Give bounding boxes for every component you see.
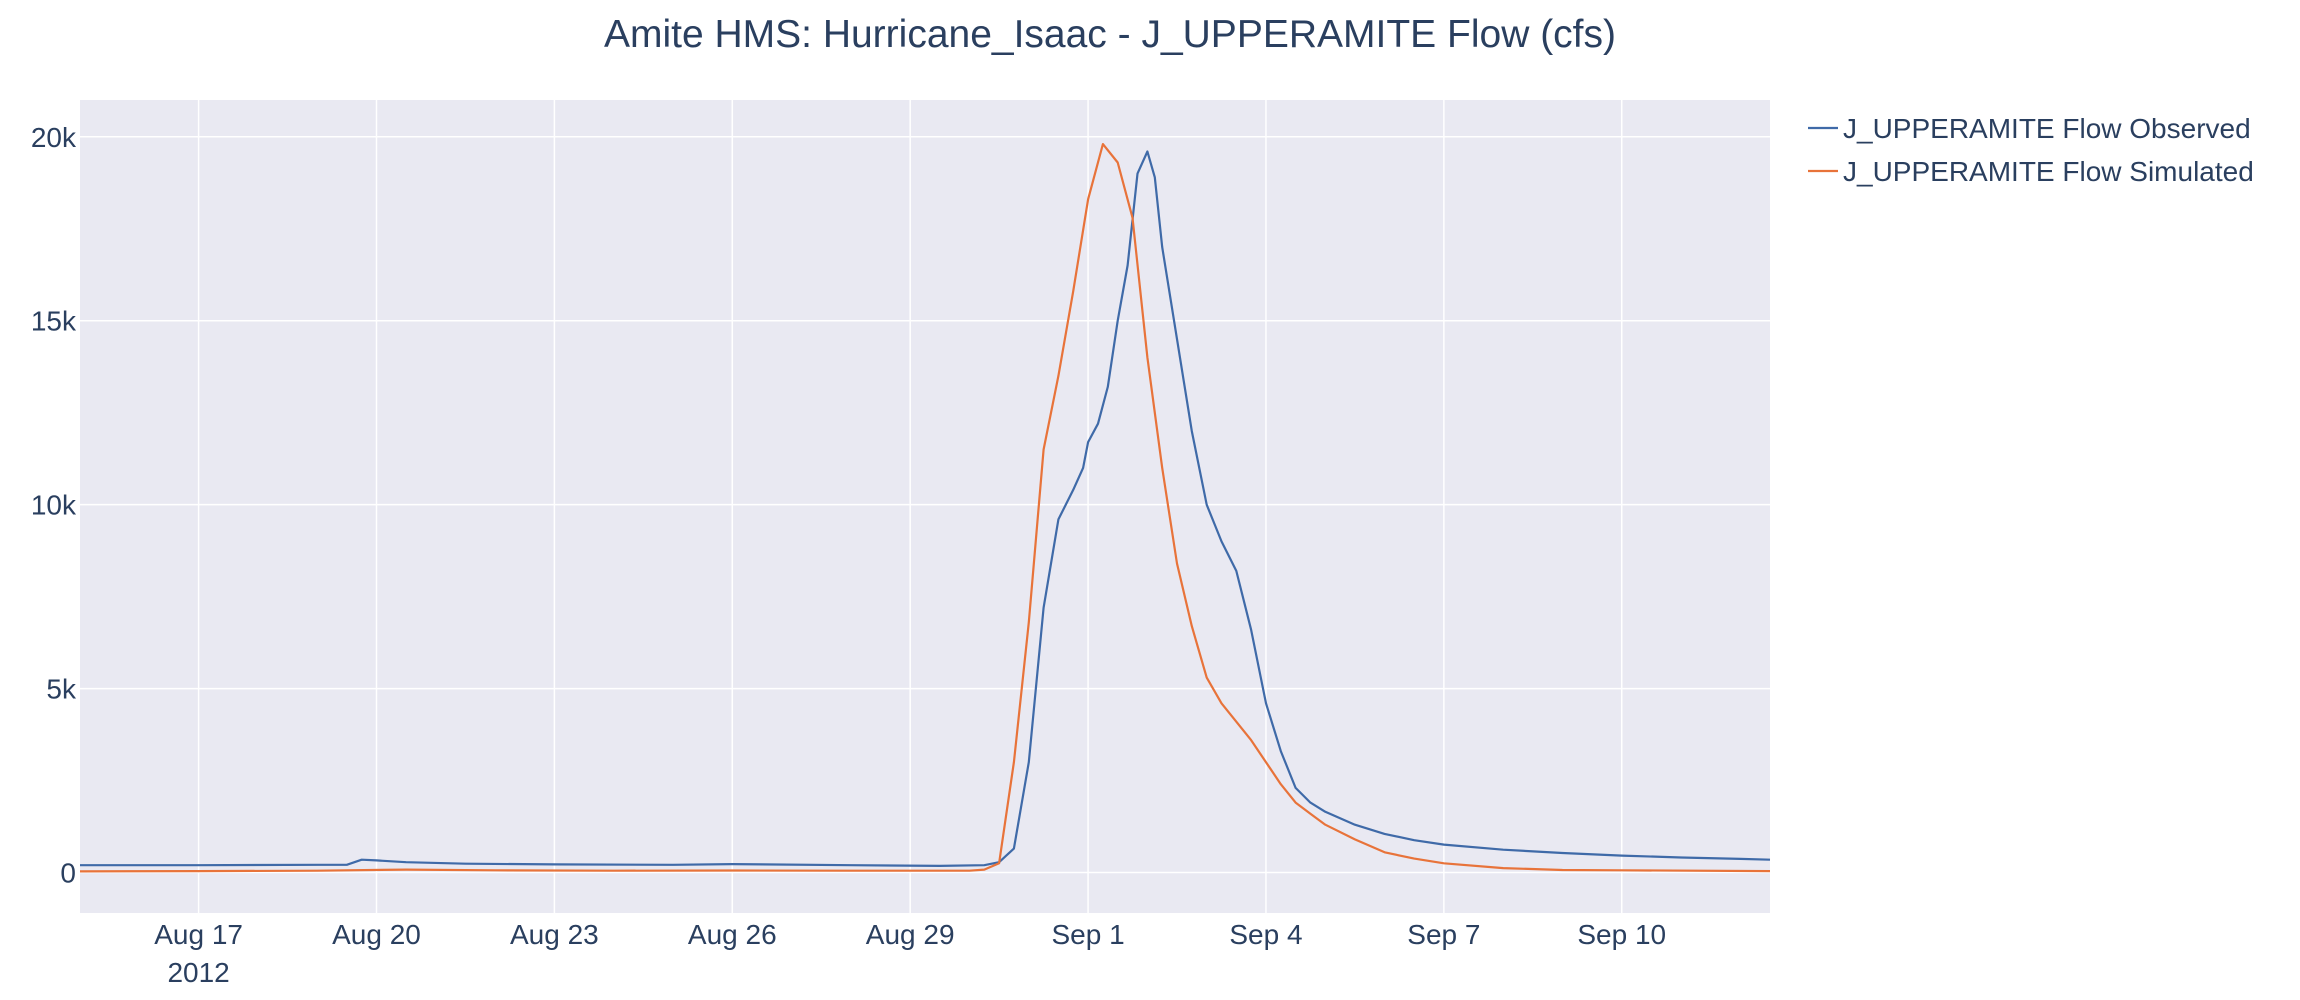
y-tick-label: 10k bbox=[31, 490, 77, 521]
y-tick-label: 15k bbox=[31, 306, 77, 337]
x-tick-label: Aug 17 bbox=[154, 919, 243, 950]
x-tick-sublabel: 2012 bbox=[167, 957, 229, 988]
series-line-simulated bbox=[79, 143, 1771, 873]
x-tick-label: Aug 26 bbox=[688, 919, 777, 950]
x-tick-label: Sep 4 bbox=[1229, 919, 1302, 950]
x-tick-label: Sep 1 bbox=[1051, 919, 1124, 950]
legend-item-simulated[interactable]: J_UPPERAMITE Flow Simulated bbox=[1808, 156, 2254, 187]
series-lines bbox=[79, 143, 1771, 873]
legend-item-observed[interactable]: J_UPPERAMITE Flow Observed bbox=[1808, 113, 2251, 144]
x-axis-tick-labels: Aug 17 2012 Aug 20 Aug 23 Aug 26 Aug 29 Sep 1 S… bbox=[154, 919, 1666, 988]
x-tick-label: Aug 23 bbox=[510, 919, 599, 950]
legend-label: J_UPPERAMITE Flow Observed bbox=[1843, 113, 2251, 144]
y-tick-label: 20k bbox=[31, 122, 77, 153]
chart-title: Amite HMS: Hurricane_Isaac - J_UPPERAMIT… bbox=[604, 13, 1616, 56]
x-tick-label: Aug 20 bbox=[332, 919, 421, 950]
x-tick-label: Aug 29 bbox=[866, 919, 955, 950]
series-line-observed bbox=[80, 150, 1771, 867]
y-axis-tick-labels: 0 5k 10k 15k 20k bbox=[31, 122, 77, 889]
y-tick-label: 0 bbox=[60, 858, 76, 889]
x-tick-label: Sep 10 bbox=[1577, 919, 1666, 950]
grid-lines bbox=[80, 100, 1770, 913]
x-tick-label: Sep 7 bbox=[1407, 919, 1480, 950]
legend-label: J_UPPERAMITE Flow Simulated bbox=[1843, 156, 2254, 187]
legend[interactable]: J_UPPERAMITE Flow Observed J_UPPERAMITE F… bbox=[1808, 113, 2254, 187]
plot-area bbox=[80, 100, 1770, 913]
y-tick-label: 5k bbox=[46, 674, 77, 705]
